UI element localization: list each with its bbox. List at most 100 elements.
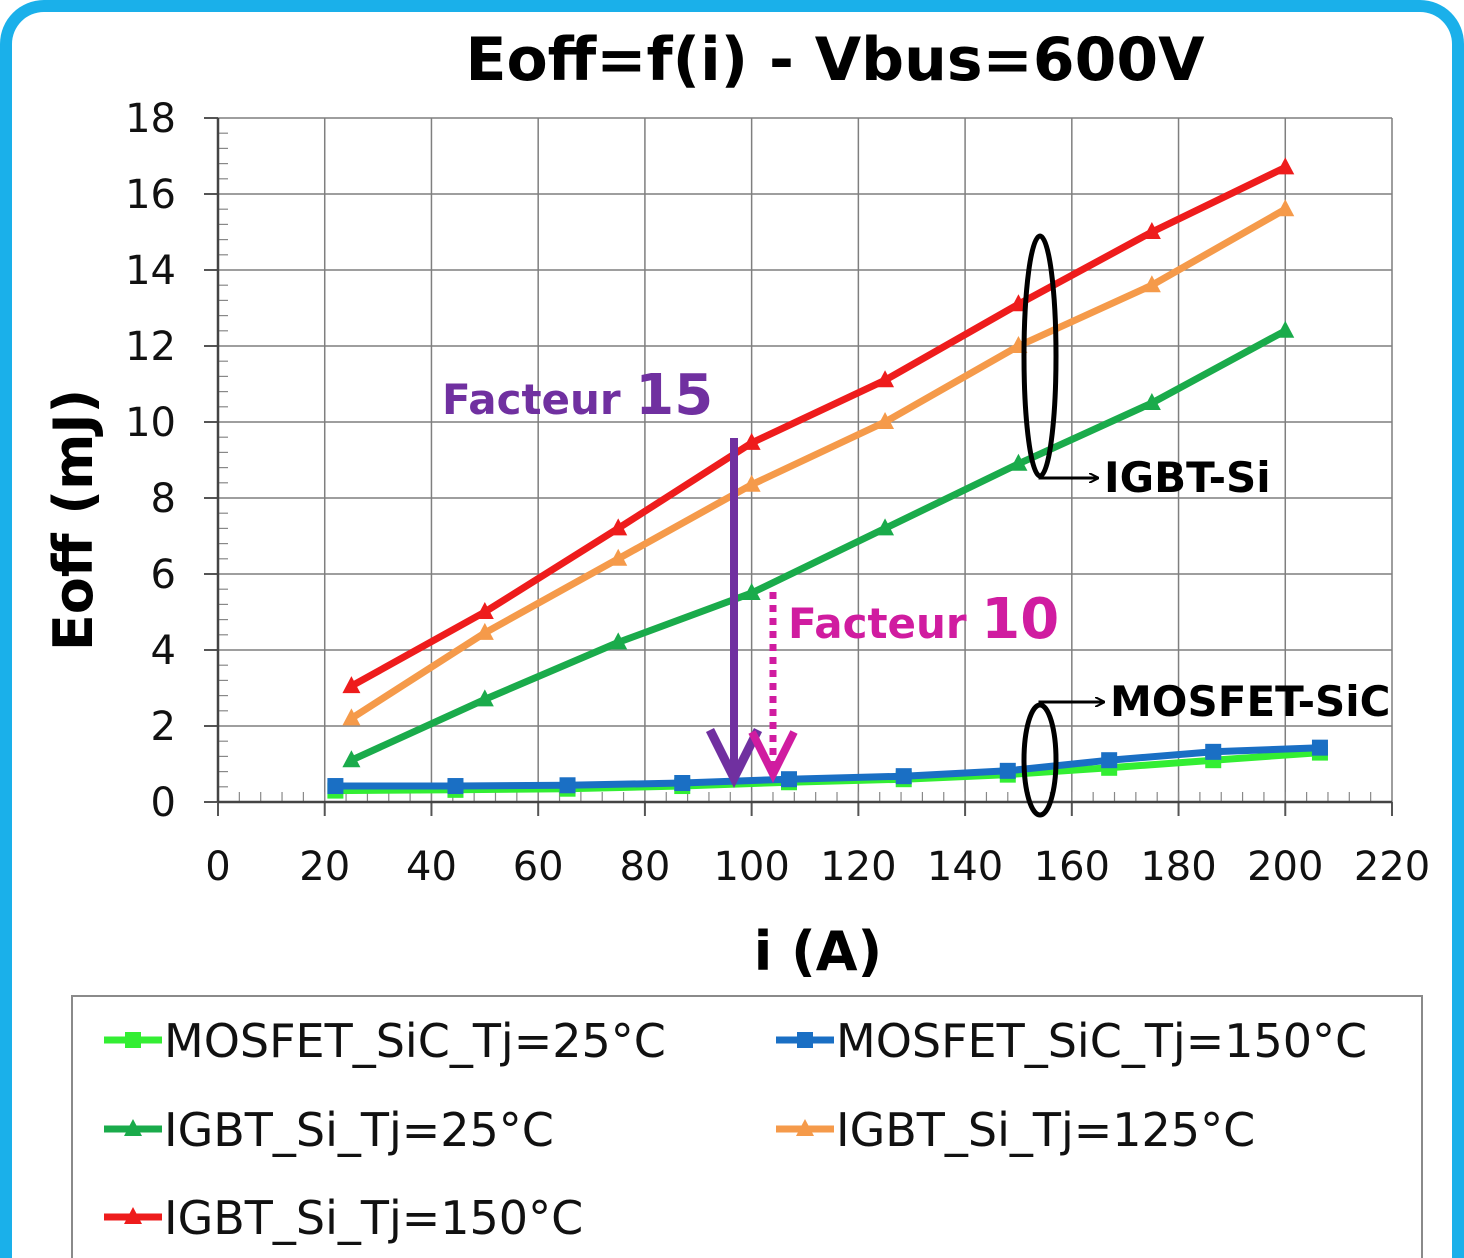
y-tick-label: 18	[125, 96, 176, 142]
series-line	[349, 327, 1287, 764]
annotation-facteur-15: Facteur 15	[442, 363, 763, 789]
data-point	[1101, 752, 1118, 769]
chart-title: Eoff=f(i) - Vbus=600V	[465, 25, 1205, 95]
annotation-facteur-15-value: 15	[635, 363, 713, 428]
series-4	[342, 199, 1295, 726]
data-point	[780, 771, 797, 788]
data-point	[609, 518, 628, 536]
x-tick-label: 20	[299, 844, 350, 890]
series-3	[342, 320, 1295, 768]
y-tick-label: 4	[151, 628, 176, 674]
data-point	[1142, 393, 1161, 410]
y-tick-label: 0	[151, 780, 176, 826]
data-point	[342, 708, 361, 726]
data-point	[327, 778, 344, 795]
legend-label: MOSFET_SiC_Tj=25°C	[164, 1014, 666, 1068]
series-2	[327, 739, 1328, 795]
data-point	[1311, 739, 1328, 756]
y-axis-title: Eoff (mJ)	[42, 389, 105, 651]
data-point	[674, 775, 691, 791]
y-tick-label: 16	[125, 172, 176, 218]
x-tick-label: 140	[927, 844, 1003, 890]
legend-label: IGBT_Si_Tj=25°C	[164, 1103, 554, 1157]
y-tick-label: 14	[125, 248, 176, 294]
annotation-facteur-10-value: 10	[981, 587, 1059, 652]
legend-swatch-marker	[124, 1119, 142, 1136]
y-tick-label: 8	[151, 476, 176, 522]
legend-swatch-marker	[125, 1032, 141, 1048]
data-point	[876, 518, 895, 536]
data-point	[895, 768, 912, 785]
data-point	[447, 778, 464, 795]
data-point	[742, 583, 761, 600]
y-tick-label: 10	[125, 400, 176, 446]
legend-item: IGBT_Si_Tj=150°C	[104, 1191, 583, 1245]
data-point	[742, 474, 761, 492]
data-point	[475, 622, 494, 640]
mosfet-arrow	[1038, 702, 1104, 705]
x-tick-label: 80	[619, 844, 670, 890]
x-tick-label: 160	[1034, 844, 1110, 890]
series-line	[349, 164, 1287, 690]
data-point	[559, 777, 576, 794]
x-tick-label: 40	[406, 844, 457, 890]
annotation-mosfet-sic: MOSFET-SiC	[1021, 677, 1391, 818]
legend-box	[71, 995, 1423, 1258]
data-point	[999, 762, 1016, 779]
data-point	[609, 632, 628, 650]
x-tick-label: 180	[1140, 844, 1216, 890]
annotation-facteur-15-prefix: Facteur	[442, 375, 635, 424]
data-point	[609, 548, 628, 566]
series-line	[349, 206, 1288, 722]
data-point	[1276, 199, 1295, 217]
legend-item: MOSFET_SiC_Tj=150°C	[776, 1014, 1367, 1068]
legend-label: MOSFET_SiC_Tj=150°C	[836, 1014, 1367, 1068]
x-tick-label: 60	[513, 844, 564, 890]
data-point	[1205, 743, 1222, 760]
legend-item: IGBT_Si_Tj=125°C	[776, 1103, 1255, 1157]
data-point	[1276, 157, 1295, 175]
legend-item: MOSFET_SiC_Tj=25°C	[104, 1014, 666, 1068]
annotation-igbt-si: IGBT-Si	[1021, 233, 1271, 502]
mosfet-sic-label: MOSFET-SiC	[1110, 677, 1391, 726]
y-tick-label: 12	[125, 324, 176, 370]
data-point	[742, 432, 761, 450]
annotation-facteur-15-label: Facteur 15	[442, 363, 713, 428]
annotation-facteur-10-prefix: Facteur	[788, 599, 981, 648]
legend-label: IGBT_Si_Tj=150°C	[164, 1191, 583, 1245]
x-tick-label: 120	[820, 844, 896, 890]
data-point	[475, 689, 494, 707]
grid	[218, 117, 1393, 802]
legend-label: IGBT_Si_Tj=125°C	[836, 1103, 1255, 1157]
series-5	[342, 157, 1295, 694]
axes	[204, 117, 1393, 816]
series-line	[335, 744, 1321, 790]
igbt-arrow	[1038, 476, 1098, 478]
y-tick-labels: 0 2 4 6 8 10 12 14 16 18	[125, 96, 176, 826]
data-point	[1009, 453, 1028, 471]
arrow-facteur-15-head	[705, 727, 763, 789]
legend-swatch-marker	[797, 1032, 813, 1048]
data-point	[1276, 320, 1295, 338]
legend-swatch-marker	[796, 1119, 814, 1136]
x-axis-title: i (A)	[754, 920, 882, 983]
data-point	[876, 370, 895, 388]
x-tick-label: 0	[205, 844, 230, 890]
x-tick-label: 220	[1354, 844, 1430, 890]
arrow-facteur-10-head	[748, 730, 798, 783]
y-tick-label: 6	[151, 552, 176, 598]
legend-item: IGBT_Si_Tj=25°C	[104, 1103, 554, 1157]
data-point	[475, 602, 494, 619]
series-layer	[327, 157, 1328, 799]
igbt-si-label: IGBT-Si	[1104, 453, 1271, 502]
legend: MOSFET_SiC_Tj=25°C MOSFET_SiC_Tj=150°C IGB…	[104, 1014, 1367, 1245]
x-tick-label: 200	[1247, 844, 1323, 890]
annotation-facteur-10: Facteur 10	[748, 587, 1059, 783]
data-point	[1142, 275, 1161, 293]
x-tick-label: 100	[713, 844, 789, 890]
data-point	[876, 412, 895, 429]
y-tick-label: 2	[151, 704, 176, 750]
data-point	[1142, 222, 1161, 239]
legend-swatch-marker	[124, 1207, 142, 1224]
